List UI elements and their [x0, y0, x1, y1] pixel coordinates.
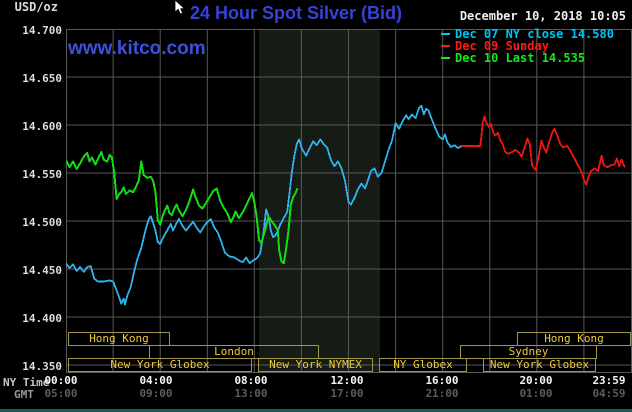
y-tick-label: 14.450: [22, 264, 62, 277]
legend: Dec 07 NY close 14.580 Dec 09 Sunday Dec 1…: [441, 28, 614, 64]
session-box-ny-globex: NY Globex: [379, 358, 467, 372]
gmt-axis-label: GMT: [14, 388, 34, 401]
y-tick-label: 14.400: [22, 312, 62, 325]
legend-label: Dec 07 NY close 14.580: [455, 27, 614, 41]
y-tick-label: 14.550: [22, 168, 62, 181]
y-tick-label: 14.650: [22, 72, 62, 85]
x-tick-label: 09:00: [139, 387, 173, 400]
x-tick-label: 04:59: [592, 387, 626, 400]
series-1: [461, 115, 626, 186]
legend-dash-icon: [441, 33, 450, 35]
series-0: [65, 104, 462, 306]
session-box-london: London: [149, 345, 319, 359]
legend-item: Dec 09 Sunday: [441, 40, 614, 52]
x-tick-label: 04:00: [139, 374, 173, 387]
x-tick-label: 05:00: [44, 387, 78, 400]
x-tick-label: 08:00: [234, 374, 268, 387]
y-tick-label: 14.700: [22, 24, 62, 37]
y-tick-label: 14.350: [22, 360, 62, 373]
x-tick-label: 12:00: [330, 374, 364, 387]
mouse-cursor-icon: [174, 0, 186, 15]
bottom-strip: [0, 409, 632, 412]
nymex-session-band: [259, 29, 380, 372]
y-tick-label: 14.600: [22, 120, 62, 133]
plot-area: [65, 29, 632, 373]
x-tick-label: 13:00: [234, 387, 268, 400]
legend-dash-icon: [441, 45, 450, 47]
session-box-hong-kong: Hong Kong: [517, 332, 631, 346]
session-box-new-york-globex: New York Globex: [483, 358, 596, 372]
legend-label: Dec 09 Sunday: [455, 39, 549, 53]
x-tick-label: 17:00: [330, 387, 364, 400]
x-tick-label: 20:00: [519, 374, 553, 387]
x-tick-label: 01:00: [519, 387, 553, 400]
session-box-hong-kong: Hong Kong: [68, 332, 170, 346]
page-title: 24 Hour Spot Silver (Bid): [189, 3, 403, 23]
series-2: [65, 150, 299, 265]
ny-time-axis-label: NY Time: [3, 376, 50, 389]
unit-label: USD/oz: [14, 0, 58, 14]
x-tick-label: 21:00: [425, 387, 459, 400]
x-tick-label: 16:00: [425, 374, 459, 387]
kitco-watermark: www.kitco.com: [68, 38, 206, 59]
session-box-sydney: Sydney: [460, 345, 597, 359]
datetime-label: December 10, 2018 10:05: [459, 9, 626, 23]
x-tick-label: 00:00: [44, 374, 78, 387]
x-tick-label: 23:59: [592, 374, 626, 387]
legend-label: Dec 10 Last 14.535: [455, 51, 586, 65]
legend-item: Dec 07 NY close 14.580: [441, 28, 614, 40]
session-box-new-york-nymex: New York NYMEX: [258, 358, 373, 372]
legend-dash-icon: [441, 57, 450, 59]
y-tick-label: 14.500: [22, 216, 62, 229]
session-box-new-york-globex: New York Globex: [68, 358, 252, 372]
legend-item: Dec 10 Last 14.535: [441, 52, 614, 64]
